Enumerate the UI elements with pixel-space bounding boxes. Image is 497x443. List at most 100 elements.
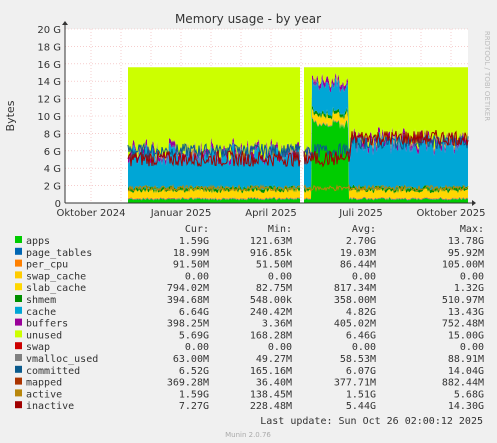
legend-label: shmem	[26, 295, 56, 306]
line-committed	[127, 142, 301, 160]
legend-swatch	[15, 247, 22, 255]
legend-value: 6.64G	[179, 307, 209, 318]
legend-value: 0.00	[352, 342, 376, 353]
area-per_cpu	[128, 196, 300, 200]
legend-header: Max:	[460, 224, 484, 235]
legend-label: cache	[26, 307, 56, 318]
x-tick-label: Januar 2025	[150, 208, 212, 219]
area-cache	[304, 76, 468, 191]
legend-swatch	[15, 401, 22, 409]
legend-value: 165.16M	[250, 366, 292, 377]
legend-label: apps	[26, 236, 50, 247]
legend-value: 14.04G	[448, 366, 484, 377]
legend-swatch	[15, 259, 22, 267]
legend-label: unused	[26, 330, 62, 341]
legend-value: 398.25M	[167, 319, 209, 330]
y-tick-label: 0	[55, 199, 61, 210]
legend-label: swap	[26, 342, 50, 353]
legend-value: 82.75M	[256, 283, 292, 294]
legend-value: 0.00	[268, 342, 292, 353]
legend-header: Min:	[268, 224, 292, 235]
x-tick-label: Oktober 2025	[417, 208, 486, 219]
legend-label: swap_cache	[26, 271, 86, 282]
x-axis-arrow	[472, 200, 476, 206]
legend-value: 63.00M	[173, 354, 209, 365]
legend-value: 1.59G	[179, 236, 209, 247]
legend-value: 19.03M	[340, 248, 376, 259]
y-tick-label: 2 G	[44, 182, 61, 193]
y-tick-label: 10 G	[37, 112, 61, 123]
legend-value: 7.27G	[179, 401, 209, 412]
line-inactive	[303, 130, 469, 168]
legend-swatch	[15, 236, 22, 243]
legend-value: 105.00M	[442, 260, 484, 271]
legend-value: 1.59G	[179, 389, 209, 400]
legend-value: 14.30G	[448, 401, 484, 412]
legend-value: 0.00	[185, 271, 209, 282]
legend-value: 0.00	[352, 271, 376, 282]
legend: Cur: Min: Avg: Max: apps 1.59G 121.63M 2.70G 13.…	[15, 224, 484, 412]
legend-label: committed	[26, 366, 80, 377]
area-page_tables	[128, 197, 300, 201]
x-tick-label: Juli 2025	[338, 208, 382, 219]
legend-value: 6.46G	[346, 330, 376, 341]
legend-value: 5.68G	[454, 389, 484, 400]
legend-value: 6.07G	[346, 366, 376, 377]
legend-value: 405.02M	[334, 319, 376, 330]
legend-value: 0.00	[268, 271, 292, 282]
legend-value: 138.45M	[250, 389, 292, 400]
area-apps	[304, 118, 468, 203]
legend-value: 916.85k	[250, 248, 292, 259]
legend-value: 51.50M	[256, 260, 292, 271]
y-tick-label: 18 G	[37, 42, 61, 53]
legend-value: 86.44M	[340, 260, 376, 271]
y-tick-label: 16 G	[37, 60, 61, 71]
legend-value: 1.32G	[454, 283, 484, 294]
legend-header: Cur:	[185, 224, 209, 235]
legend-value: 49.27M	[256, 354, 292, 365]
legend-value: 240.42M	[250, 307, 292, 318]
legend-value: 548.00k	[250, 295, 292, 306]
legend-value: 36.40M	[256, 378, 292, 389]
legend-swatch	[15, 330, 22, 338]
legend-label: inactive	[26, 401, 74, 412]
legend-swatch	[15, 377, 22, 385]
legend-value: 91.50M	[173, 260, 209, 271]
legend-value: 3.36M	[262, 319, 292, 330]
line-active	[128, 183, 301, 193]
legend-label: active	[26, 389, 62, 400]
legend-swatch	[15, 354, 22, 361]
axes: 0 2 G 4 G 6 G 8 G 10 G 12 G 14 G 16 G 18 G 20 G Okt…	[37, 21, 485, 219]
legend-value: 1.51G	[346, 389, 376, 400]
legend-value: 13.43G	[448, 307, 484, 318]
legend-swatch	[15, 318, 22, 326]
data-areas	[127, 67, 469, 203]
legend-value: 2.70G	[346, 236, 376, 247]
legend-swatch	[15, 271, 22, 279]
legend-value: 95.92M	[448, 248, 484, 259]
legend-value: 0.00	[460, 271, 484, 282]
rrdtool-watermark: RRDTOOL / TOBI OETIKER	[483, 31, 491, 121]
legend-swatch	[15, 342, 22, 350]
legend-value: 369.28M	[167, 378, 209, 389]
legend-value: 5.69G	[179, 330, 209, 341]
legend-value: 228.48M	[250, 401, 292, 412]
legend-swatch	[15, 365, 22, 373]
line-inactive	[127, 149, 301, 168]
y-axis-arrow	[62, 21, 68, 25]
legend-value: 358.00M	[334, 295, 376, 306]
legend-header: Avg:	[352, 224, 376, 235]
y-tick-label: 20 G	[37, 25, 61, 36]
legend-swatch	[15, 283, 22, 291]
legend-value: 4.82G	[346, 307, 376, 318]
last-update: Last update: Sun Oct 26 02:00:12 2025	[260, 416, 483, 427]
legend-value: 88.91M	[448, 354, 484, 365]
x-tick-label: Oktober 2024	[57, 208, 126, 219]
legend-label: mapped	[26, 378, 62, 389]
area-shmem	[128, 184, 300, 194]
legend-label: buffers	[26, 319, 68, 330]
munin-version: Munin 2.0.76	[225, 431, 271, 439]
legend-swatch	[15, 389, 22, 397]
legend-label: per_cpu	[26, 260, 68, 271]
